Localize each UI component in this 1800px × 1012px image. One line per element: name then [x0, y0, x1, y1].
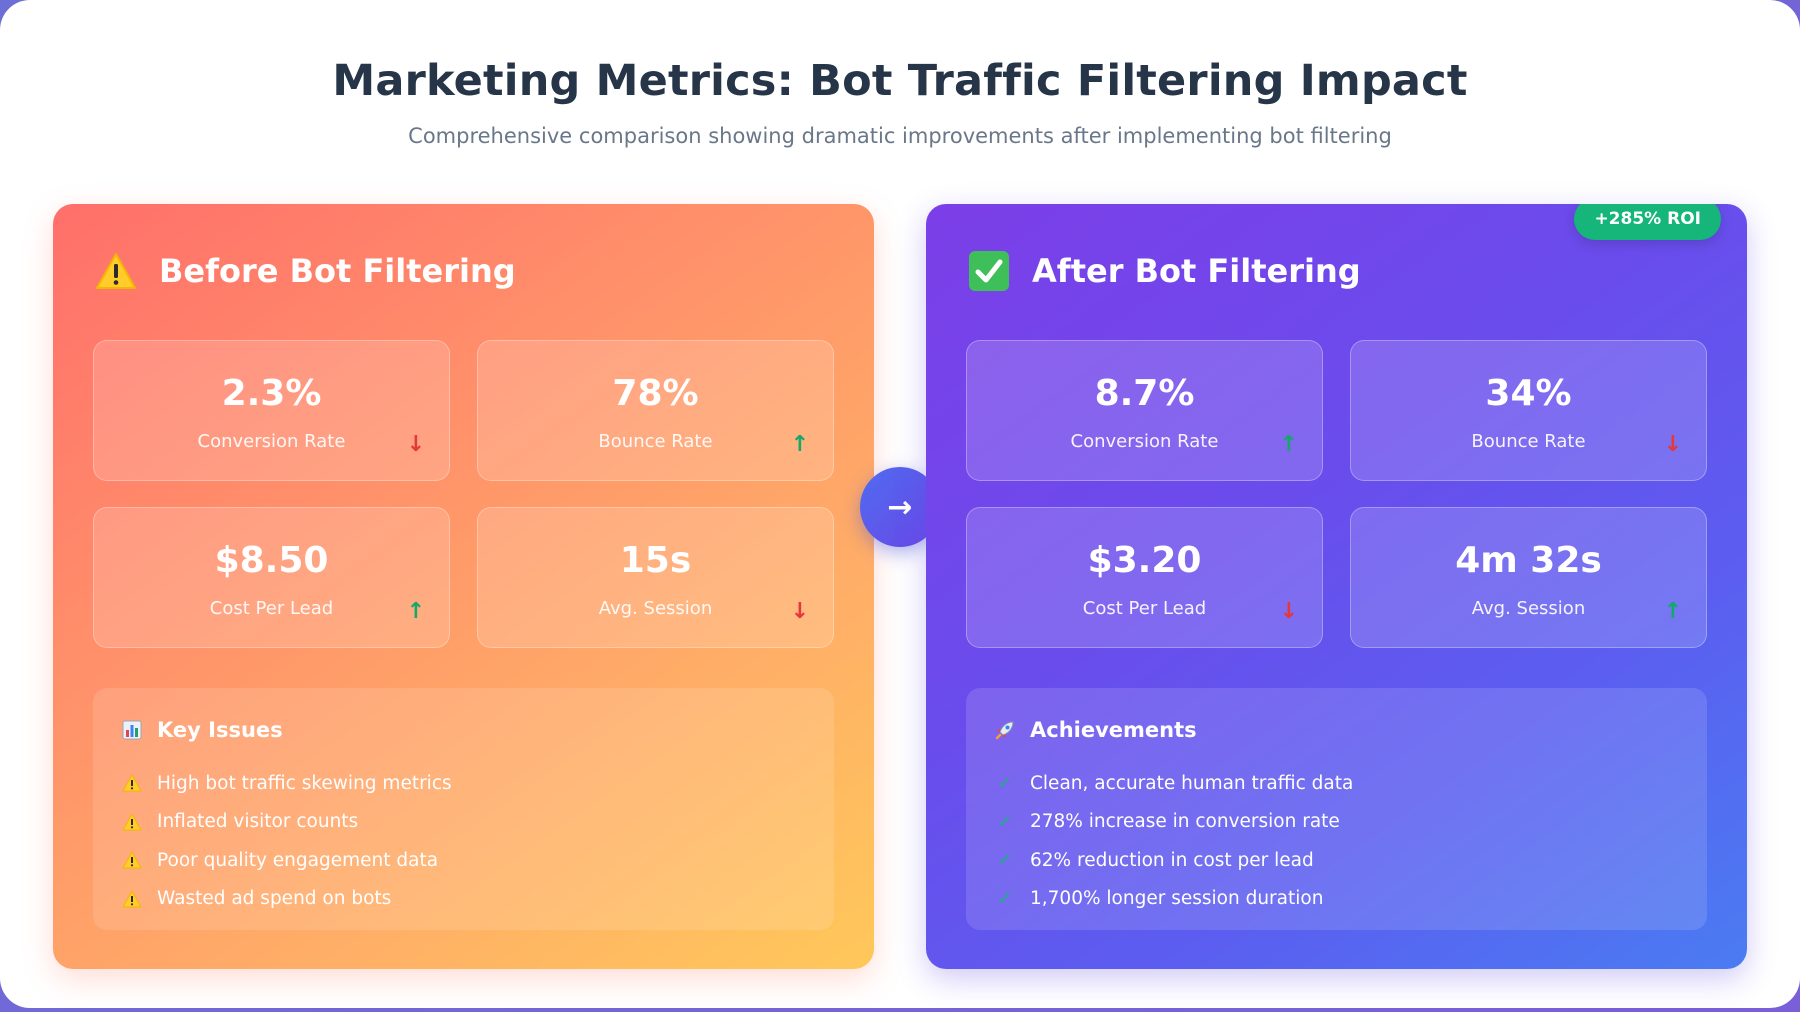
list-item-text: Clean, accurate human traffic data	[1030, 772, 1354, 794]
metric-value: 15s	[619, 540, 692, 581]
list-item: Wasted ad spend on bots	[121, 880, 452, 919]
list-item: Inflated visitor counts	[121, 803, 452, 842]
list-item-text: 1,700% longer session duration	[1030, 888, 1324, 910]
achievements-title: Achievements	[1030, 718, 1197, 742]
metric-label: Avg. Session	[1471, 598, 1586, 619]
metric-label: Avg. Session	[598, 598, 713, 619]
checkmark-icon: ✓	[997, 850, 1013, 871]
checkmark-icon: ✓	[997, 811, 1013, 832]
metric-card-cost-per-lead: $8.50 Cost Per Lead ↑	[93, 507, 450, 648]
checkmark-icon: ✓	[997, 773, 1013, 794]
list-item: ✓ Clean, accurate human traffic data	[994, 764, 1353, 803]
after-panel-title: After Bot Filtering	[1032, 252, 1361, 290]
key-issues-header: Key Issues	[121, 718, 283, 742]
metric-label: Bounce Rate	[1471, 431, 1586, 452]
list-item-text: Inflated visitor counts	[157, 811, 359, 833]
achievements-header: Achievements	[994, 718, 1197, 742]
bar-chart-icon	[121, 719, 143, 741]
metric-value: 78%	[612, 373, 699, 414]
metric-label: Cost Per Lead	[209, 598, 334, 619]
list-item: High bot traffic skewing metrics	[121, 764, 452, 803]
warning-icon	[121, 774, 143, 792]
warning-icon	[95, 250, 137, 292]
roi-badge: +285% ROI	[1574, 204, 1721, 240]
metric-value: 2.3%	[221, 373, 322, 414]
list-item: ✓ 278% increase in conversion rate	[994, 803, 1353, 842]
list-item: ✓ 62% reduction in cost per lead	[994, 841, 1353, 880]
before-panel: Before Bot Filtering 2.3% Conversion Rat…	[53, 204, 874, 969]
list-item-text: Wasted ad spend on bots	[157, 888, 392, 910]
trend-up-icon: ↑	[406, 599, 425, 624]
key-issues-list: High bot traffic skewing metrics Inflate…	[121, 764, 452, 918]
trend-up-icon: ↑	[1663, 599, 1682, 624]
trend-up-icon: ↑	[790, 432, 809, 457]
trend-down-icon: ↓	[1663, 432, 1682, 457]
after-panel: +285% ROI After Bot Filtering 8.7% Conve…	[926, 204, 1747, 969]
metric-value: $3.20	[1087, 540, 1202, 581]
key-issues-title: Key Issues	[157, 718, 283, 742]
metric-card-bounce-rate: 34% Bounce Rate ↓	[1350, 340, 1707, 481]
metric-label: Conversion Rate	[197, 431, 346, 452]
achievements-section: Achievements ✓ Clean, accurate human tra…	[966, 688, 1707, 930]
metric-card-avg-session: 4m 32s Avg. Session ↑	[1350, 507, 1707, 648]
list-item: ✓ 1,700% longer session duration	[994, 880, 1353, 919]
list-item-text: High bot traffic skewing metrics	[157, 772, 452, 794]
before-panel-title: Before Bot Filtering	[159, 252, 516, 290]
check-box-icon	[968, 250, 1010, 292]
page-subtitle: Comprehensive comparison showing dramati…	[408, 124, 1392, 148]
rocket-icon	[994, 719, 1016, 741]
metric-value: 34%	[1485, 373, 1572, 414]
trend-down-icon: ↓	[406, 432, 425, 457]
trend-up-icon: ↑	[1279, 432, 1298, 457]
metric-card-avg-session: 15s Avg. Session ↓	[477, 507, 834, 648]
list-item: Poor quality engagement data	[121, 841, 452, 880]
list-item-text: 62% reduction in cost per lead	[1030, 849, 1314, 871]
metric-card-cost-per-lead: $3.20 Cost Per Lead ↓	[966, 507, 1323, 648]
achievements-list: ✓ Clean, accurate human traffic data ✓ 2…	[994, 764, 1353, 918]
metric-value: 4m 32s	[1455, 540, 1602, 581]
before-panel-header: Before Bot Filtering	[95, 250, 516, 292]
metric-card-bounce-rate: 78% Bounce Rate ↑	[477, 340, 834, 481]
warning-icon	[121, 851, 143, 869]
metric-card-conversion-rate: 8.7% Conversion Rate ↑	[966, 340, 1323, 481]
list-item-text: 278% increase in conversion rate	[1030, 811, 1340, 833]
metric-value: 8.7%	[1094, 373, 1195, 414]
page-title: Marketing Metrics: Bot Traffic Filtering…	[332, 56, 1468, 106]
metric-label: Bounce Rate	[598, 431, 713, 452]
warning-icon	[121, 813, 143, 831]
key-issues-section: Key Issues High bot traffic skewing metr…	[93, 688, 834, 930]
metric-label: Conversion Rate	[1070, 431, 1219, 452]
after-panel-header: After Bot Filtering	[968, 250, 1361, 292]
metric-value: $8.50	[214, 540, 329, 581]
trend-down-icon: ↓	[790, 599, 809, 624]
warning-icon	[121, 890, 143, 908]
metric-label: Cost Per Lead	[1082, 598, 1207, 619]
checkmark-icon: ✓	[997, 888, 1013, 909]
trend-down-icon: ↓	[1279, 599, 1298, 624]
list-item-text: Poor quality engagement data	[157, 849, 439, 871]
metric-card-conversion-rate: 2.3% Conversion Rate ↓	[93, 340, 450, 481]
